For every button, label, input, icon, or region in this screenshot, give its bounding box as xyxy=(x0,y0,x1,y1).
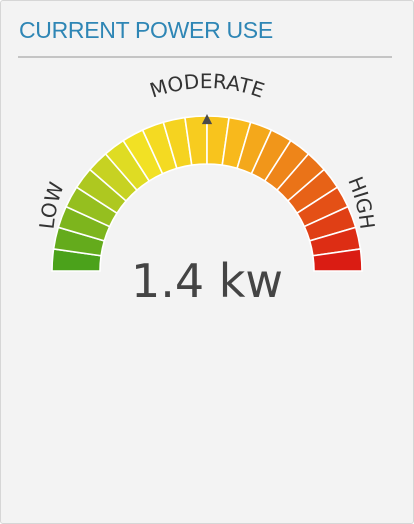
title-divider xyxy=(18,56,392,58)
gauge-segment xyxy=(312,248,363,272)
gauge-segments xyxy=(51,115,363,272)
gauge-needle xyxy=(201,114,213,125)
gauge-label-moderate: MODERATE xyxy=(147,69,268,103)
card-title: CURRENT POWER USE xyxy=(19,17,273,43)
power-gauge: LOW MODERATE HIGH xyxy=(35,69,380,272)
power-reading: 1.4 kw xyxy=(130,254,284,308)
